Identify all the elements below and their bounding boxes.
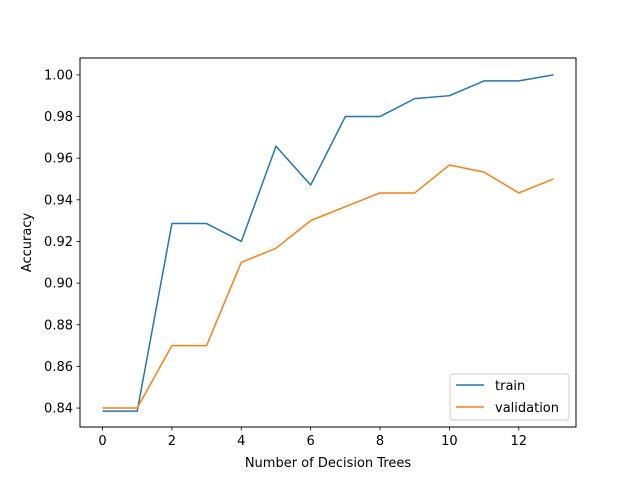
y-tick-label: 0.84 [44,402,73,417]
x-tick-label: 4 [237,434,245,449]
legend: train validation [449,373,570,421]
y-axis-ticks: 0.84 0.86 0.88 0.90 0.92 0.94 0.96 0.98 1.00 [44,68,80,417]
x-axis-ticks: 0 2 4 6 8 10 12 [98,427,527,449]
y-tick-label: 0.92 [44,235,73,250]
y-tick-label: 0.96 [44,152,73,167]
y-tick-label: 0.94 [44,193,73,208]
x-tick-label: 10 [441,434,458,449]
y-tick-label: 1.00 [44,68,73,83]
x-tick-label: 6 [307,434,315,449]
y-tick-label: 0.88 [44,318,73,333]
y-tick-label: 0.98 [44,110,73,125]
plot-frame [79,57,577,428]
x-axis-label: Number of Decision Trees [245,456,412,471]
legend-train-label: train [495,379,525,394]
y-tick-label: 0.90 [44,277,73,292]
legend-validation-label: validation [495,401,559,416]
axes-layer [79,57,577,428]
x-tick-label: 12 [510,434,527,449]
series-line-validation [102,164,554,409]
y-tick-label: 0.86 [44,360,73,375]
x-tick-label: 8 [376,434,384,449]
y-axis-label: Accuracy [20,213,35,273]
x-tick-label: 0 [98,434,106,449]
series-layer [102,74,554,412]
x-tick-label: 2 [168,434,176,449]
series-line-train [102,74,554,412]
